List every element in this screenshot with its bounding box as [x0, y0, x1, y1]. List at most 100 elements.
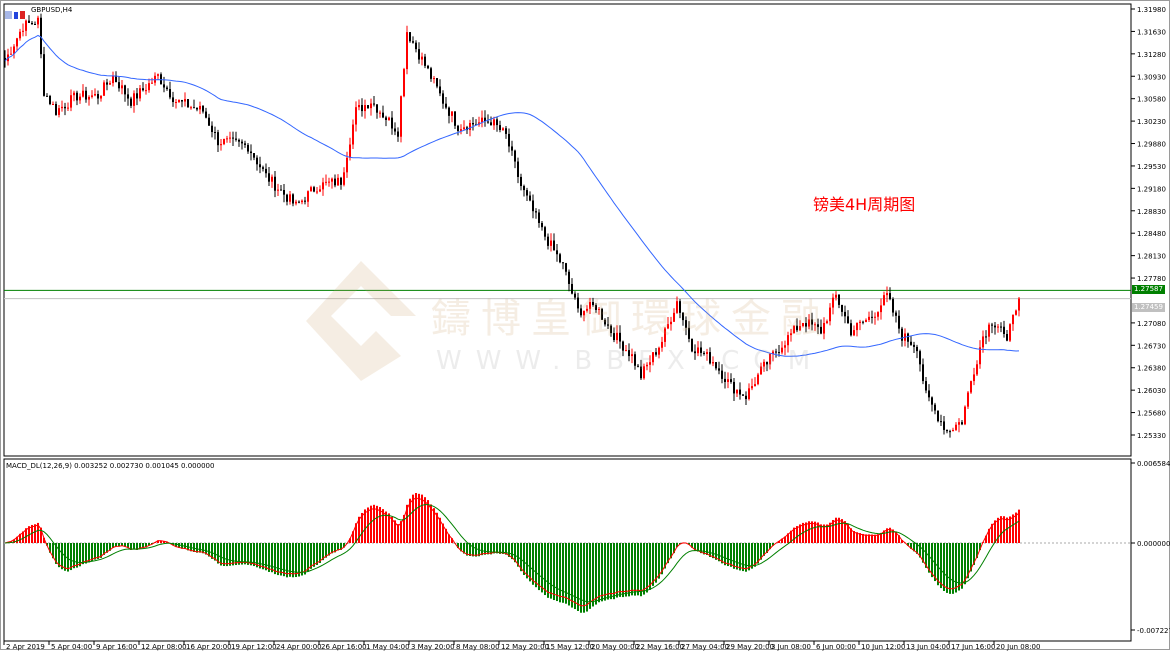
candle-body — [496, 119, 498, 125]
candle-body — [865, 320, 867, 322]
candle-body — [997, 327, 999, 328]
macd-histogram-bar — [574, 543, 576, 609]
candle-body — [166, 88, 168, 90]
candle-body — [325, 182, 327, 183]
candle-body — [640, 367, 642, 379]
candle-body — [913, 345, 915, 347]
candle-body — [568, 272, 570, 284]
macd-histogram-bar — [256, 543, 258, 567]
candle-body — [196, 108, 198, 110]
candle-body — [250, 152, 252, 154]
candle-body — [841, 305, 843, 312]
candle-body — [604, 320, 606, 325]
candle-body — [616, 333, 618, 340]
macd-histogram-bar — [388, 513, 390, 543]
macd-histogram-bar — [244, 543, 246, 564]
candle-body — [829, 308, 831, 322]
candle-body — [607, 324, 609, 325]
candle-body — [958, 422, 960, 425]
candle-body — [739, 390, 741, 395]
chart-type-icon — [5, 5, 27, 15]
candle-body — [469, 123, 471, 130]
candle-body — [742, 395, 744, 396]
candle-body — [937, 411, 939, 422]
candle-body — [223, 139, 225, 144]
candle-body — [214, 132, 216, 133]
candle-body — [37, 18, 39, 25]
candle-body — [619, 333, 621, 342]
macd-histogram-bar — [1012, 514, 1014, 543]
candle-body — [61, 107, 63, 108]
macd-histogram-bar — [538, 543, 540, 590]
candle-body — [985, 336, 987, 337]
candle-body — [541, 223, 543, 227]
candle-body — [286, 195, 288, 202]
candle-body — [34, 24, 36, 25]
candle-body — [133, 93, 135, 106]
candle-body — [934, 405, 936, 411]
candle-body — [925, 381, 927, 390]
candle-body — [988, 325, 990, 337]
candle-body — [370, 104, 372, 109]
macd-histogram-bar — [562, 543, 564, 603]
candle-body — [571, 284, 573, 294]
candle-body — [151, 83, 153, 84]
macd-histogram-bar — [70, 543, 72, 570]
macd-histogram-bar — [364, 509, 366, 543]
candle-body — [346, 158, 348, 173]
candle-body — [931, 397, 933, 404]
macd-histogram-bar — [556, 543, 558, 601]
candle-body — [871, 317, 873, 318]
candle-body — [175, 102, 177, 103]
candle-body — [382, 113, 384, 118]
candle-body — [658, 348, 660, 355]
candle-body — [487, 122, 489, 123]
candle-body — [517, 162, 519, 177]
candle-body — [334, 179, 336, 186]
candle-body — [763, 362, 765, 367]
candle-body — [754, 384, 756, 386]
macd-histogram-bar — [535, 543, 537, 587]
candle-body — [379, 113, 381, 114]
candle-body — [274, 177, 276, 191]
candle-body — [580, 308, 582, 315]
candle-body — [295, 202, 297, 204]
candle-body — [643, 366, 645, 378]
macd-histogram-bar — [1006, 518, 1008, 543]
candle-body — [712, 362, 714, 363]
candle-body — [205, 112, 207, 118]
candle-body — [367, 105, 369, 108]
macd-histogram-bar — [82, 543, 84, 564]
candle-body — [724, 379, 726, 382]
macd-histogram-bar — [529, 543, 531, 581]
candle-body — [1009, 324, 1011, 340]
candle-body — [28, 21, 30, 23]
candle-body — [184, 99, 186, 101]
candle-body — [613, 333, 615, 340]
macd-tick-label: 0.006584 — [1137, 460, 1170, 468]
candle-body — [889, 293, 891, 299]
price-tick-label: 1.30230 — [1137, 118, 1166, 126]
candle-body — [397, 132, 399, 137]
macd-histogram-bar — [61, 543, 63, 569]
macd-histogram-bar — [370, 506, 372, 543]
candle-body — [898, 316, 900, 329]
price-tick-label: 1.28480 — [1137, 230, 1166, 238]
macd-histogram-bar — [724, 543, 726, 565]
candle-body — [646, 365, 648, 366]
candle-body — [877, 312, 879, 317]
macd-histogram-bar — [604, 543, 606, 601]
candle-body — [679, 301, 681, 313]
candle-body — [562, 262, 564, 263]
candle-body — [811, 319, 813, 324]
candle-body — [211, 126, 213, 132]
price-tick-label: 1.26380 — [1137, 365, 1166, 373]
candle-body — [727, 379, 729, 382]
candle-body — [682, 313, 684, 320]
candle-body — [757, 375, 759, 385]
macd-histogram-bar — [310, 543, 312, 569]
candle-body — [199, 106, 201, 109]
macd-histogram-bar — [277, 543, 279, 575]
macd-histogram-bar — [271, 543, 273, 572]
